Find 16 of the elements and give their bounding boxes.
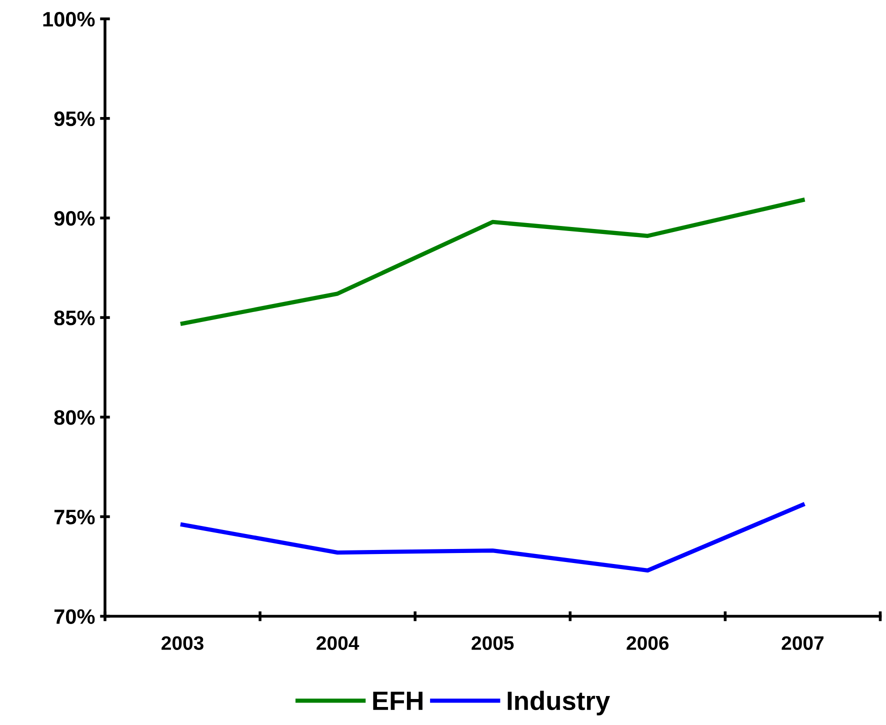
- x-tick-label: 2005: [472, 636, 514, 650]
- y-tick-label: 85%: [54, 310, 95, 326]
- y-tick-label: 75%: [54, 510, 95, 524]
- x-tick-label: 2004: [316, 636, 360, 650]
- x-tick-label: 2003: [162, 636, 204, 650]
- y-tick-label: 80%: [54, 410, 95, 425]
- line-series: [180, 502, 805, 573]
- x-tick-label: 2007: [782, 636, 824, 650]
- y-tick-label: 95%: [54, 111, 95, 126]
- x-tick-label: 2006: [626, 636, 669, 650]
- legend-label: EFH: [373, 692, 422, 710]
- y-tick-label: 90%: [54, 210, 95, 226]
- y-tick-label: 70%: [54, 609, 95, 624]
- legend-label: Industry: [508, 690, 610, 716]
- y-tick-label: 100%: [43, 12, 95, 27]
- line-series: [180, 198, 805, 326]
